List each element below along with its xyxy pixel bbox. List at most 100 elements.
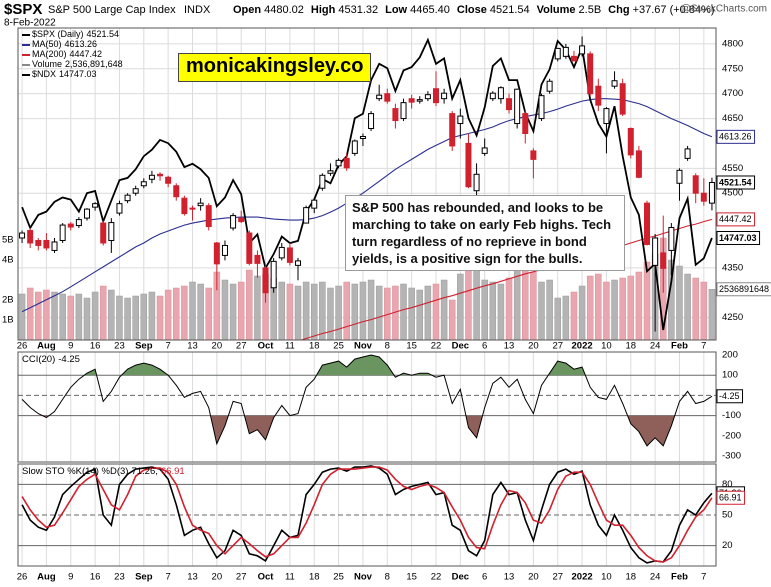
legend-name: Volume bbox=[32, 59, 62, 69]
legend-entry: Volume 2,536,891,648 bbox=[32, 59, 123, 69]
series-line bbox=[21, 354, 713, 447]
candle-body bbox=[221, 244, 228, 256]
panel-frame bbox=[17, 351, 717, 463]
legend-value: 2,536,891,648 bbox=[65, 59, 123, 69]
quote-value: 4480.02 bbox=[264, 4, 304, 16]
value-tag-label: 66.91 bbox=[719, 493, 742, 503]
volume-bar bbox=[375, 285, 383, 340]
candle-body bbox=[408, 98, 415, 103]
candle-body bbox=[595, 85, 602, 106]
x-tick-label: Dec bbox=[452, 341, 469, 352]
y-tick-label: 4750 bbox=[722, 63, 743, 74]
y-tick-label: 200 bbox=[722, 350, 738, 361]
volume-bar bbox=[327, 287, 334, 340]
series-line bbox=[21, 37, 713, 331]
x-tick-label: 7 bbox=[166, 341, 171, 352]
candle-body bbox=[432, 88, 439, 104]
volume-bar bbox=[400, 283, 407, 340]
volume-bar bbox=[124, 297, 131, 340]
x-tick-label: Nov bbox=[354, 572, 373, 583]
volume-bar bbox=[603, 281, 610, 340]
volume-bar bbox=[116, 295, 123, 340]
y-tick-label: 4550 bbox=[722, 163, 743, 174]
volume-bar bbox=[319, 281, 326, 340]
value-tag-label: 2536891648 bbox=[719, 284, 769, 294]
candle-body bbox=[27, 230, 34, 244]
candle-body bbox=[587, 53, 594, 95]
quote-value: 4521.54 bbox=[490, 4, 530, 16]
volume-bar bbox=[140, 293, 148, 340]
volume-bar bbox=[164, 289, 172, 340]
volume-bar bbox=[416, 289, 424, 340]
candle-body bbox=[700, 192, 707, 202]
x-tick-label: 20 bbox=[212, 572, 223, 583]
candle-body bbox=[441, 92, 448, 100]
volume-bar bbox=[440, 279, 448, 340]
x-tick-label: Feb bbox=[671, 341, 688, 352]
candle-body bbox=[684, 148, 691, 159]
x-tick-label: Feb bbox=[671, 572, 688, 583]
volume-bar bbox=[595, 273, 602, 340]
x-tick-label: Sep bbox=[135, 341, 153, 352]
y-tick-label: -200 bbox=[722, 430, 741, 441]
candle-body bbox=[489, 92, 496, 100]
separator: , bbox=[155, 466, 158, 477]
quote-label: Close bbox=[457, 4, 487, 16]
candle-body bbox=[424, 94, 431, 100]
x-tick-label: 26 bbox=[17, 341, 28, 352]
x-tick-label: 6 bbox=[482, 572, 487, 583]
candle-body bbox=[465, 142, 472, 188]
candle-body bbox=[514, 88, 521, 125]
x-tick-label: 27 bbox=[236, 341, 247, 352]
legend-entry: MA(50) 4613.26 bbox=[32, 39, 97, 49]
x-tick-label: Aug bbox=[37, 341, 56, 352]
value-tag: 66.91 bbox=[716, 490, 746, 505]
quote-value: 2.5B bbox=[579, 4, 602, 16]
candle-body bbox=[668, 227, 675, 251]
candle-body bbox=[75, 219, 82, 227]
x-tick-label: Aug bbox=[37, 572, 56, 583]
x-tick-label: 27 bbox=[552, 341, 563, 352]
panel-title: CCI(20) -4.25 bbox=[22, 354, 80, 365]
value-tag: 4613.26 bbox=[716, 129, 756, 144]
legend-value: 4521.54 bbox=[87, 29, 120, 39]
candle-body bbox=[481, 147, 488, 154]
panel-title-name: Slow STO %K(14) %D(3) bbox=[22, 466, 128, 477]
candle-body bbox=[67, 223, 74, 228]
volume-bar bbox=[432, 283, 440, 340]
volume-bar bbox=[586, 275, 594, 340]
volume-bar bbox=[643, 261, 651, 340]
quote: Open 4480.02 High 4531.32 Low 4465.40 Close 452… bbox=[233, 4, 715, 16]
panel-title-value: 71.26 bbox=[131, 466, 155, 477]
candle-body bbox=[148, 174, 155, 180]
candle-body bbox=[254, 254, 261, 264]
x-tick-label: 15 bbox=[406, 572, 417, 583]
y-tick-label: 80 bbox=[722, 479, 733, 490]
value-tag-box bbox=[716, 212, 756, 227]
x-tick-label: 27 bbox=[552, 572, 563, 583]
candle-body bbox=[43, 239, 50, 249]
volume-bar bbox=[359, 281, 367, 340]
candle-body bbox=[92, 203, 99, 208]
volume-bar bbox=[173, 287, 180, 340]
x-tick-label: 11 bbox=[285, 341, 295, 352]
volume-bar bbox=[578, 285, 586, 340]
quote-value: +37.67 (+0.84%) bbox=[633, 4, 715, 16]
volume-bar bbox=[676, 265, 683, 340]
threshold-fill bbox=[22, 415, 712, 446]
candle-body bbox=[351, 140, 358, 154]
volume-bar bbox=[310, 283, 318, 340]
value-tag-box bbox=[716, 129, 756, 144]
x-tick-label: 20 bbox=[528, 341, 539, 352]
legend-value: 4613.26 bbox=[65, 39, 98, 49]
volume-bar bbox=[424, 285, 432, 340]
candle-body bbox=[197, 202, 204, 207]
date: 8-Feb-2022 bbox=[4, 18, 56, 29]
x-tick-label: 15 bbox=[406, 341, 417, 352]
panel-title-name: CCI(20) bbox=[22, 354, 55, 365]
y-tick-label: -100 bbox=[722, 410, 741, 421]
value-tag-box bbox=[716, 490, 746, 505]
annotation: S&P 500 has rebounded, and looks to be m… bbox=[345, 195, 625, 271]
value-tag-label: 4613.26 bbox=[719, 132, 752, 142]
